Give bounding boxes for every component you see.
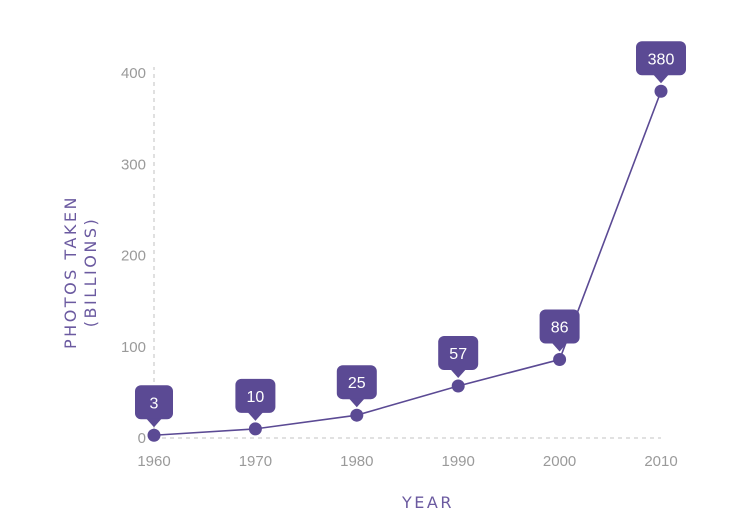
x-tick-label: 1990 <box>442 453 475 470</box>
callout-pointer <box>247 411 264 421</box>
callout-box <box>235 378 276 413</box>
data-label: 25 <box>348 375 366 392</box>
callout-box <box>539 309 580 344</box>
callout-pointer <box>146 418 162 428</box>
data-label-callout: 10 <box>235 378 276 421</box>
y-tick-label: 0 <box>138 430 146 447</box>
data-label-callout: 86 <box>539 309 580 352</box>
callout-pointer <box>450 368 467 378</box>
callout-pointer <box>551 342 568 352</box>
data-point <box>451 379 465 393</box>
y-tick-labels: 0 100 200 300 400 <box>121 65 146 447</box>
x-tick-label: 1970 <box>239 453 272 470</box>
y-axis-label: PHOTOS TAKEN (BILLIONS) <box>61 195 100 349</box>
data-label-callout: 3 <box>135 385 173 428</box>
data-labels: 3 10 25 57 86 380 <box>135 41 686 428</box>
x-tick-label: 2000 <box>543 453 576 470</box>
axes <box>153 67 661 439</box>
data-point <box>553 353 567 367</box>
data-label: 380 <box>648 51 675 68</box>
data-label: 10 <box>247 389 265 406</box>
y-axis-label-line-1: PHOTOS TAKEN <box>61 195 80 349</box>
data-point <box>654 84 668 98</box>
x-axis-label: YEAR <box>401 493 454 511</box>
data-label-callout: 380 <box>636 41 686 84</box>
y-tick-label: 100 <box>121 339 146 356</box>
data-label: 57 <box>449 346 467 363</box>
callout-box <box>135 385 173 420</box>
x-tick-label: 1960 <box>137 453 170 470</box>
series-line-group <box>147 84 668 442</box>
x-tick-label: 1980 <box>340 453 373 470</box>
data-label-callout: 57 <box>438 335 479 378</box>
callout-box <box>438 335 479 370</box>
x-tick-labels: 1960 1970 1980 1990 2000 2010 <box>137 453 677 470</box>
y-tick-label: 400 <box>121 65 146 82</box>
callout-pointer <box>348 398 365 408</box>
x-tick-label: 2010 <box>644 453 677 470</box>
callout-box <box>636 41 686 76</box>
series-line <box>153 90 662 437</box>
y-tick-label: 300 <box>121 156 146 173</box>
callout-pointer <box>653 74 669 84</box>
data-label-callout: 25 <box>336 365 377 408</box>
y-tick-label: 200 <box>121 248 146 265</box>
data-point <box>147 428 161 442</box>
data-label: 86 <box>551 320 569 337</box>
data-point <box>248 422 262 436</box>
data-label: 3 <box>150 395 159 412</box>
data-point <box>350 408 364 422</box>
y-axis-label-line-2: (BILLIONS) <box>81 217 100 327</box>
callout-box <box>336 365 377 400</box>
